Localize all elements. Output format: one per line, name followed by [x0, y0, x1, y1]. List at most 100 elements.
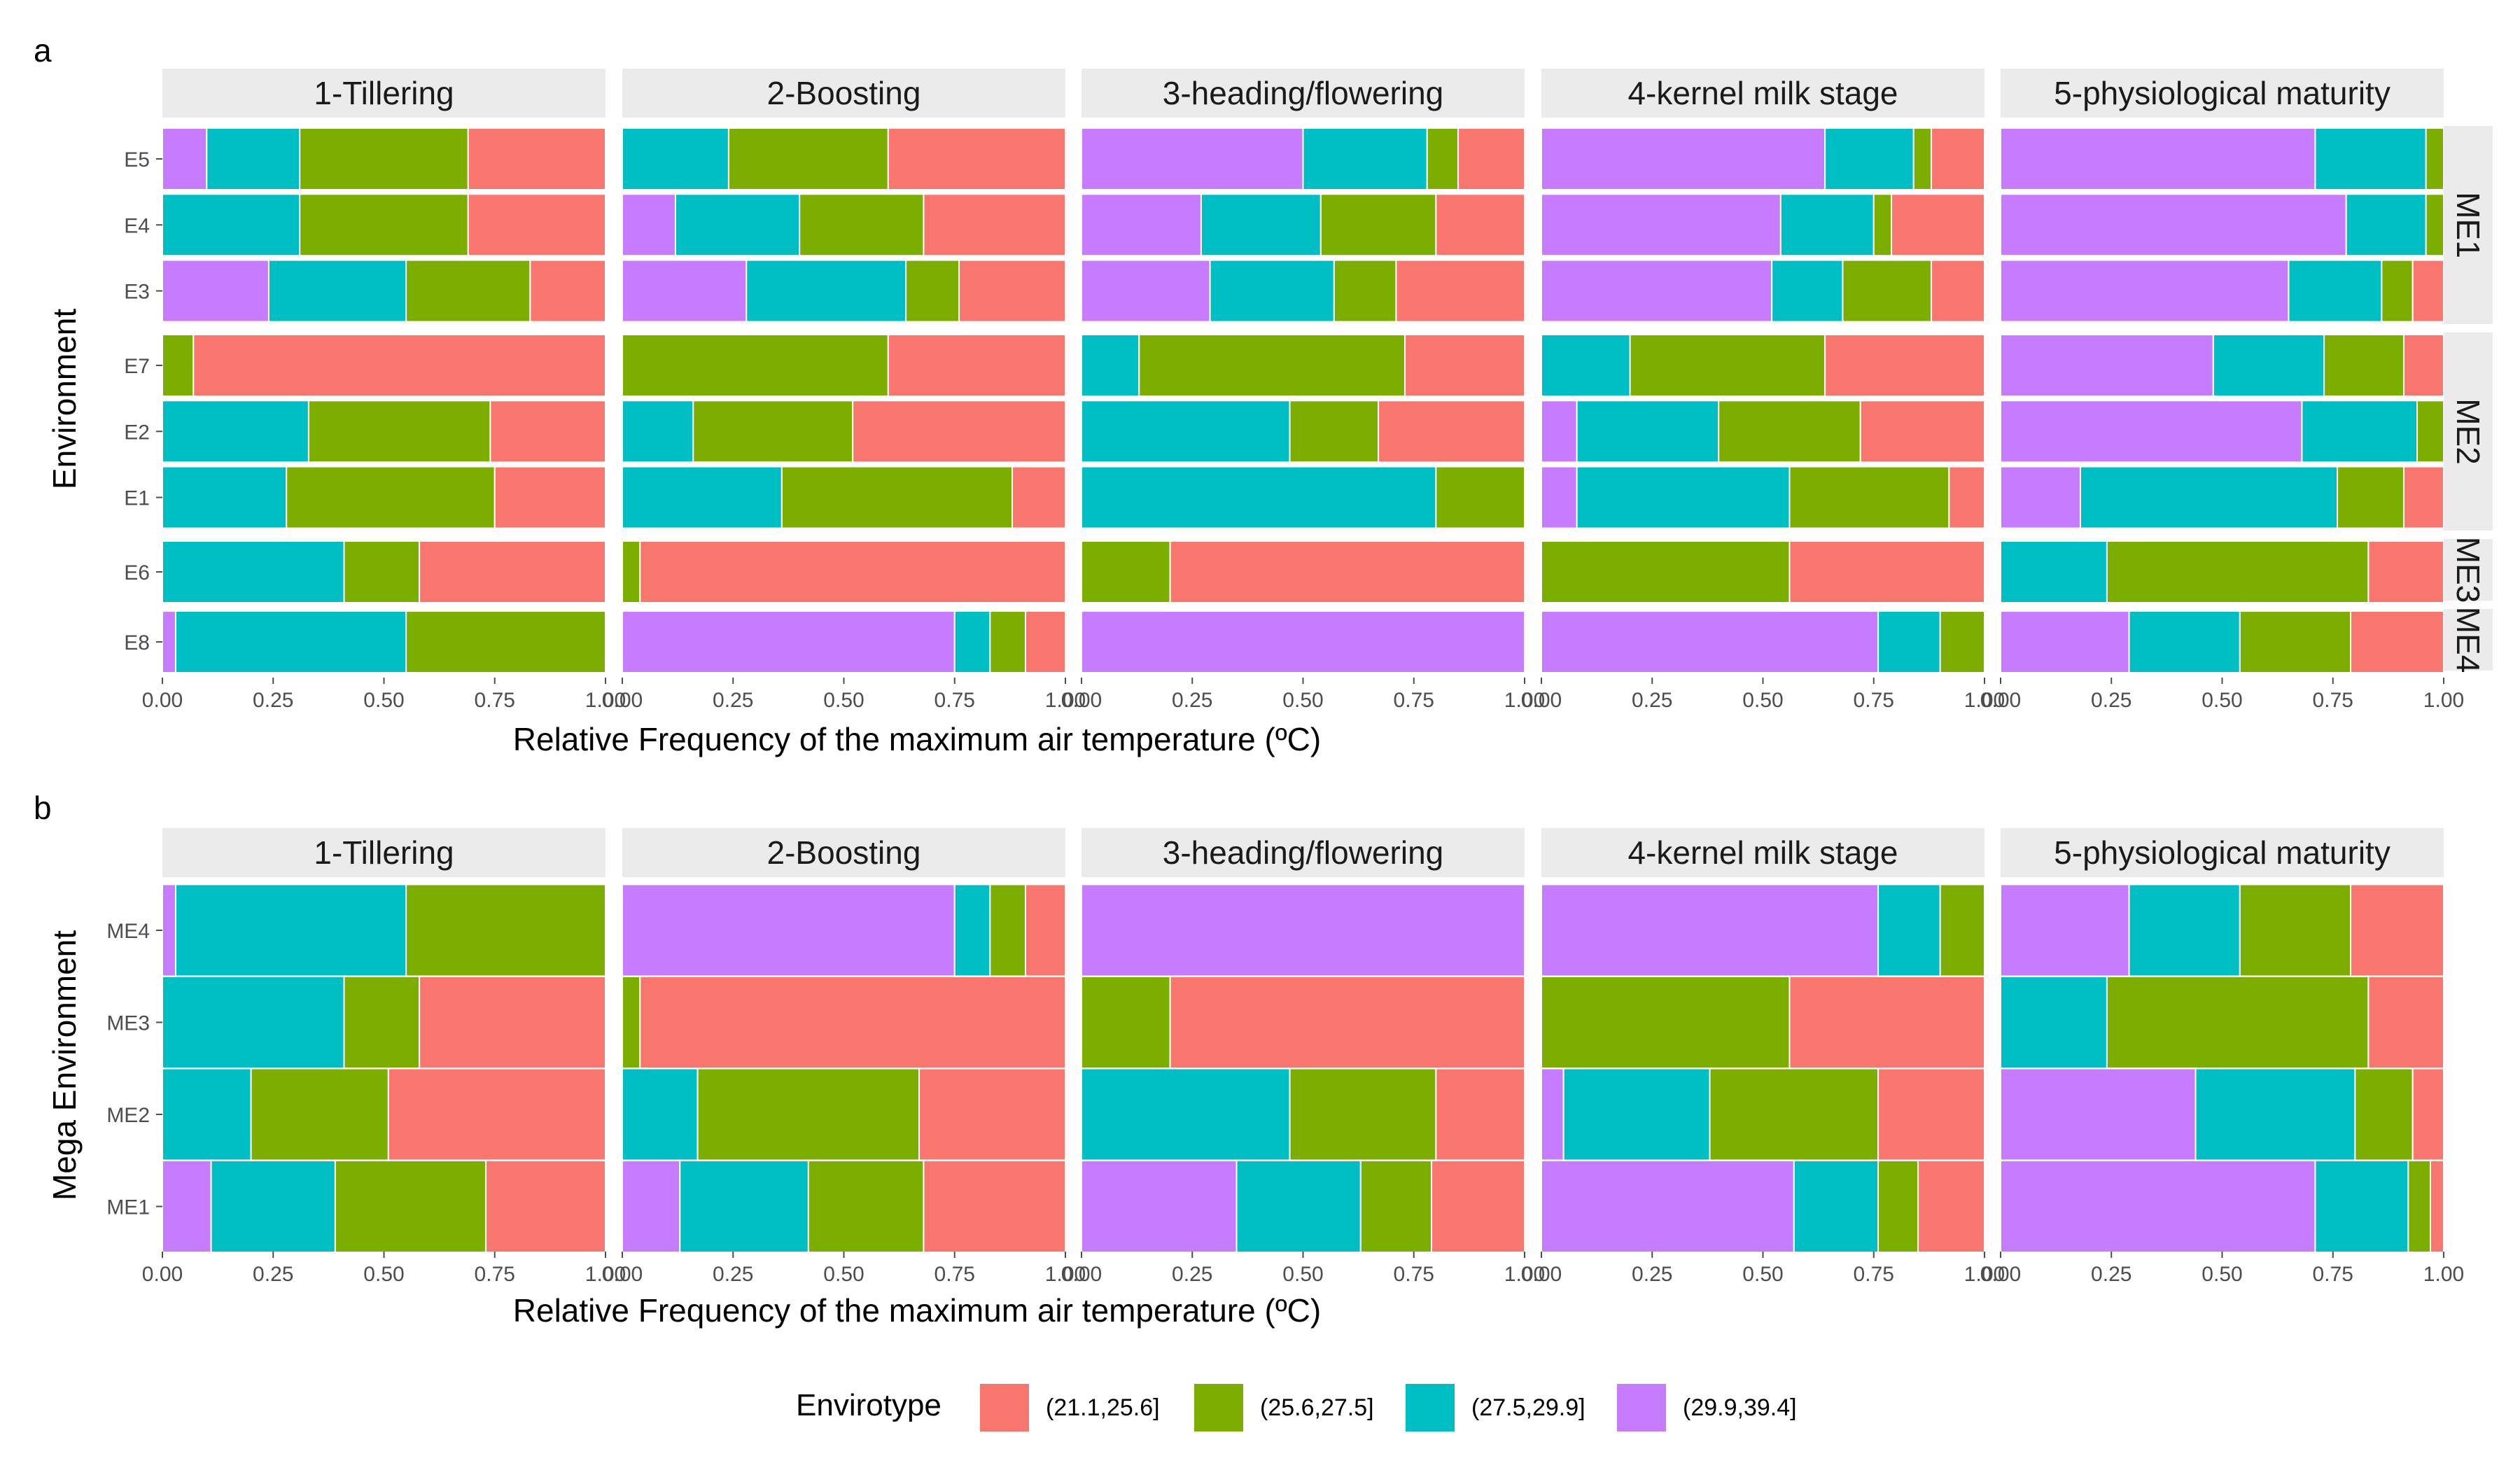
panel-a-4-kernel-milk-stage-bar-e7-segment-25-6-27-5 — [1629, 334, 1826, 397]
panel-a-3-heading-flowering-strip — [1082, 69, 1525, 118]
panel-a-3-heading-flowering-xtick-label: 0.25 — [1172, 689, 1212, 712]
panel-b-4-kernel-milk-stage-xtick-label: 0.00 — [1521, 1263, 1562, 1286]
panel-a-2-boosting-bar-e6-segment-25-6-27-5 — [622, 540, 641, 603]
panel-b-1-tillering-bar-me4-segment-25-6-27-5 — [405, 883, 607, 977]
panel-a-1-tillering-bar-e6-segment-25-6-27-5 — [343, 540, 421, 603]
panel-b-1-tillering-bar-me2-segment-27-5-29-9 — [162, 1068, 252, 1161]
panel-a-4-kernel-milk-stage-bar-e1-segment-29-9-39-4 — [1541, 465, 1578, 529]
panel-a-1-tillering-bar-e8-segment-27-5-29-9 — [174, 610, 407, 673]
panel-a-2-boosting-bar-e8-segment-27-5-29-9 — [953, 610, 991, 673]
panel-b-5-physiological-maturity-bar-me2-segment-29-9-39-4 — [2000, 1068, 2197, 1161]
panel-b-2-boosting-bar-me1-segment-21-1-25-6 — [923, 1160, 1066, 1253]
panel-b-2-boosting-bar-me2-segment-21-1-25-6 — [918, 1068, 1066, 1161]
panel-b-1-tillering-xtick-label: 1.00 — [585, 1263, 626, 1286]
panel-a-5-physiological-maturity-bar-e3-segment-27-5-29-9 — [2288, 259, 2383, 323]
panel-a-ytick-label-e1: E1 — [124, 487, 150, 510]
panel-a-ytick-label-e6: E6 — [124, 561, 150, 584]
panel-b-2-boosting-bar-me1-segment-25-6-27-5 — [807, 1160, 925, 1253]
panel-a-4-kernel-milk-stage-bar-e5-segment-27-5-29-9 — [1824, 127, 1914, 190]
panel-a-4-kernel-milk-stage-bar-e6-segment-25-6-27-5 — [1541, 540, 1791, 603]
panel-b-5-physiological-maturity-xtick-label: 1.00 — [2423, 1263, 2464, 1286]
panel-a-2-boosting-bar-e2-segment-21-1-25-6 — [852, 400, 1067, 463]
panel-a-3-heading-flowering-bar-e6-segment-21-1-25-6 — [1169, 540, 1525, 603]
panel-b-4-kernel-milk-stage-bar-me2-segment-21-1-25-6 — [1877, 1068, 1986, 1161]
panel-a-5-physiological-maturity-bar-e5-segment-27-5-29-9 — [2314, 127, 2427, 190]
panel-b-4-kernel-milk-stage-bar-me1-segment-27-5-29-9 — [1793, 1160, 1879, 1253]
panel-a-4-kernel-milk-stage-bar-e4-segment-27-5-29-9 — [1779, 193, 1875, 257]
panel-a-3-heading-flowering-bar-e5-segment-29-9-39-4 — [1081, 127, 1304, 190]
panel-a-ytick-label-e5: E5 — [124, 148, 150, 172]
panel-a-row-strip-label-me3: ME3 — [2450, 537, 2486, 603]
panel-b-2-boosting-bar-me2-segment-27-5-29-9 — [622, 1068, 699, 1161]
panel-a-1-tillering-bar-e1-segment-27-5-29-9 — [162, 465, 288, 529]
panel-b-5-physiological-maturity-xtick-label: 0.00 — [1980, 1263, 2021, 1286]
panel-a-2-boosting-strip — [622, 69, 1065, 118]
panel-a-2-boosting-xtick-label: 0.50 — [823, 689, 864, 712]
panel-a-3-heading-flowering-bar-e5-segment-25-6-27-5 — [1426, 127, 1460, 190]
panel-b-2-boosting-strip — [622, 828, 1065, 877]
panel-a-2-boosting-bar-e8-segment-21-1-25-6 — [1025, 610, 1067, 673]
panel-a-row-strip-label-me4: ME4 — [2450, 607, 2486, 673]
panel-a-5-physiological-maturity-strip-label: 5-physiological maturity — [2054, 75, 2390, 111]
panel-a-2-boosting-bar-e4-segment-27-5-29-9 — [674, 193, 801, 257]
panel-a-3-heading-flowering-xtick-label: 0.75 — [1394, 689, 1434, 712]
panel-a-ytick-label-e8: E8 — [124, 631, 150, 654]
panel-b-x-axis-title: Relative Frequency of the maximum air te… — [513, 1292, 1321, 1329]
panel-b-3-heading-flowering-bar-me3-segment-21-1-25-6 — [1169, 976, 1525, 1069]
panel-a-1-tillering-bar-e3-segment-29-9-39-4 — [162, 259, 270, 323]
panel-a-4-kernel-milk-stage-bar-e8-segment-29-9-39-4 — [1541, 610, 1879, 673]
panel-a-4-kernel-milk-stage-bar-e1-segment-25-6-27-5 — [1788, 465, 1950, 529]
panel-b-4-kernel-milk-stage-bar-me4-segment-29-9-39-4 — [1541, 883, 1879, 977]
panel-a-4-kernel-milk-stage-bar-e3-segment-25-6-27-5 — [1842, 259, 1933, 323]
panel-b-2-boosting-bar-me4-segment-21-1-25-6 — [1025, 883, 1067, 977]
panel-a-1-tillering-bar-e3-segment-25-6-27-5 — [405, 259, 531, 323]
panel-a-1-tillering-bar-e6-segment-21-1-25-6 — [419, 540, 606, 603]
panel-a-1-tillering-bar-e3-segment-21-1-25-6 — [529, 259, 607, 323]
panel-a-1-tillering-bar-e1-segment-25-6-27-5 — [286, 465, 496, 529]
panel-b-3-heading-flowering-xtick-label: 1.00 — [1504, 1263, 1545, 1286]
legend-key-21-1-25-6 — [980, 1384, 1029, 1432]
panel-b-2-boosting-bar-me1-segment-27-5-29-9 — [679, 1160, 809, 1253]
panel-b-4-kernel-milk-stage-bar-me1-segment-25-6-27-5 — [1877, 1160, 1919, 1253]
panel-a-2-boosting-xtick-label: 1.00 — [1045, 689, 1086, 712]
panel-a-1-tillering-xtick-label: 0.50 — [363, 689, 404, 712]
panel-a-5-physiological-maturity-bar-e1-segment-21-1-25-6 — [2403, 465, 2445, 529]
panel-a-3-heading-flowering-bar-e3-segment-21-1-25-6 — [1395, 259, 1526, 323]
panel-a-2-boosting-bar-e2-segment-25-6-27-5 — [692, 400, 854, 463]
panel-a-1-tillering-bar-e1-segment-21-1-25-6 — [493, 465, 606, 529]
panel-a-4-kernel-milk-stage-bar-e4-segment-21-1-25-6 — [1891, 193, 1986, 257]
panel-a-ytick-label-e4: E4 — [124, 214, 150, 237]
panel-b-y-axis-title: Mega Environment — [46, 930, 83, 1200]
panel-a-4-kernel-milk-stage-strip-label: 4-kernel milk stage — [1628, 75, 1898, 111]
panel-b-3-heading-flowering-bar-me3-segment-25-6-27-5 — [1081, 976, 1171, 1069]
panel-a-row-strip-me2 — [2444, 332, 2493, 531]
panel-b-4-kernel-milk-stage-bar-me1-segment-29-9-39-4 — [1541, 1160, 1795, 1253]
panel-b-2-boosting-bar-me4-segment-25-6-27-5 — [989, 883, 1027, 977]
panel-b-ytick-label-me4: ME4 — [106, 920, 150, 943]
panel-a-row-strip-me3 — [2444, 539, 2493, 601]
panel-b-1-tillering-bar-me2-segment-25-6-27-5 — [250, 1068, 389, 1161]
panel-a-ytick-label-e3: E3 — [124, 281, 150, 304]
panel-b-3-heading-flowering-xtick-label: 0.00 — [1061, 1263, 1102, 1286]
panel-b-3-heading-flowering-xtick-label: 0.25 — [1172, 1263, 1212, 1286]
panel-a-3-heading-flowering-bar-e1-segment-27-5-29-9 — [1081, 465, 1437, 529]
panel-b-5-physiological-maturity-strip-label: 5-physiological maturity — [2054, 834, 2390, 871]
panel-a-5-physiological-maturity-bar-e2-segment-25-6-27-5 — [2416, 400, 2445, 463]
panel-b-1-tillering-bar-me1-segment-25-6-27-5 — [334, 1160, 487, 1253]
panel-a-4-kernel-milk-stage-bar-e5-segment-29-9-39-4 — [1541, 127, 1826, 190]
panel-b-4-kernel-milk-stage-bar-me4-segment-27-5-29-9 — [1877, 883, 1941, 977]
panel-a-3-heading-flowering-bar-e5-segment-27-5-29-9 — [1302, 127, 1428, 190]
panel-a-1-tillering-bar-e5-segment-21-1-25-6 — [467, 127, 607, 190]
panel-b-2-boosting-bar-me4-segment-27-5-29-9 — [953, 883, 991, 977]
panel-b-2-boosting-xtick-label: 0.75 — [934, 1263, 975, 1286]
panel-a-3-heading-flowering-xtick-label: 0.00 — [1061, 689, 1102, 712]
panel-a-2-boosting-bar-e8-segment-25-6-27-5 — [989, 610, 1027, 673]
panel-a-1-tillering-xtick-label: 0.75 — [475, 689, 515, 712]
panel-b-3-heading-flowering-bar-me2-segment-21-1-25-6 — [1435, 1068, 1525, 1161]
legend-title: Envirotype — [796, 1388, 941, 1422]
panel-a-1-tillering-bar-e8-segment-25-6-27-5 — [405, 610, 607, 673]
panel-a-3-heading-flowering-bar-e6-segment-25-6-27-5 — [1081, 540, 1171, 603]
panel-a-5-physiological-maturity-xtick-label: 0.50 — [2202, 689, 2242, 712]
panel-a-4-kernel-milk-stage-xtick-label: 0.00 — [1521, 689, 1562, 712]
panel-a-1-tillering-bar-e5-segment-27-5-29-9 — [206, 127, 301, 190]
